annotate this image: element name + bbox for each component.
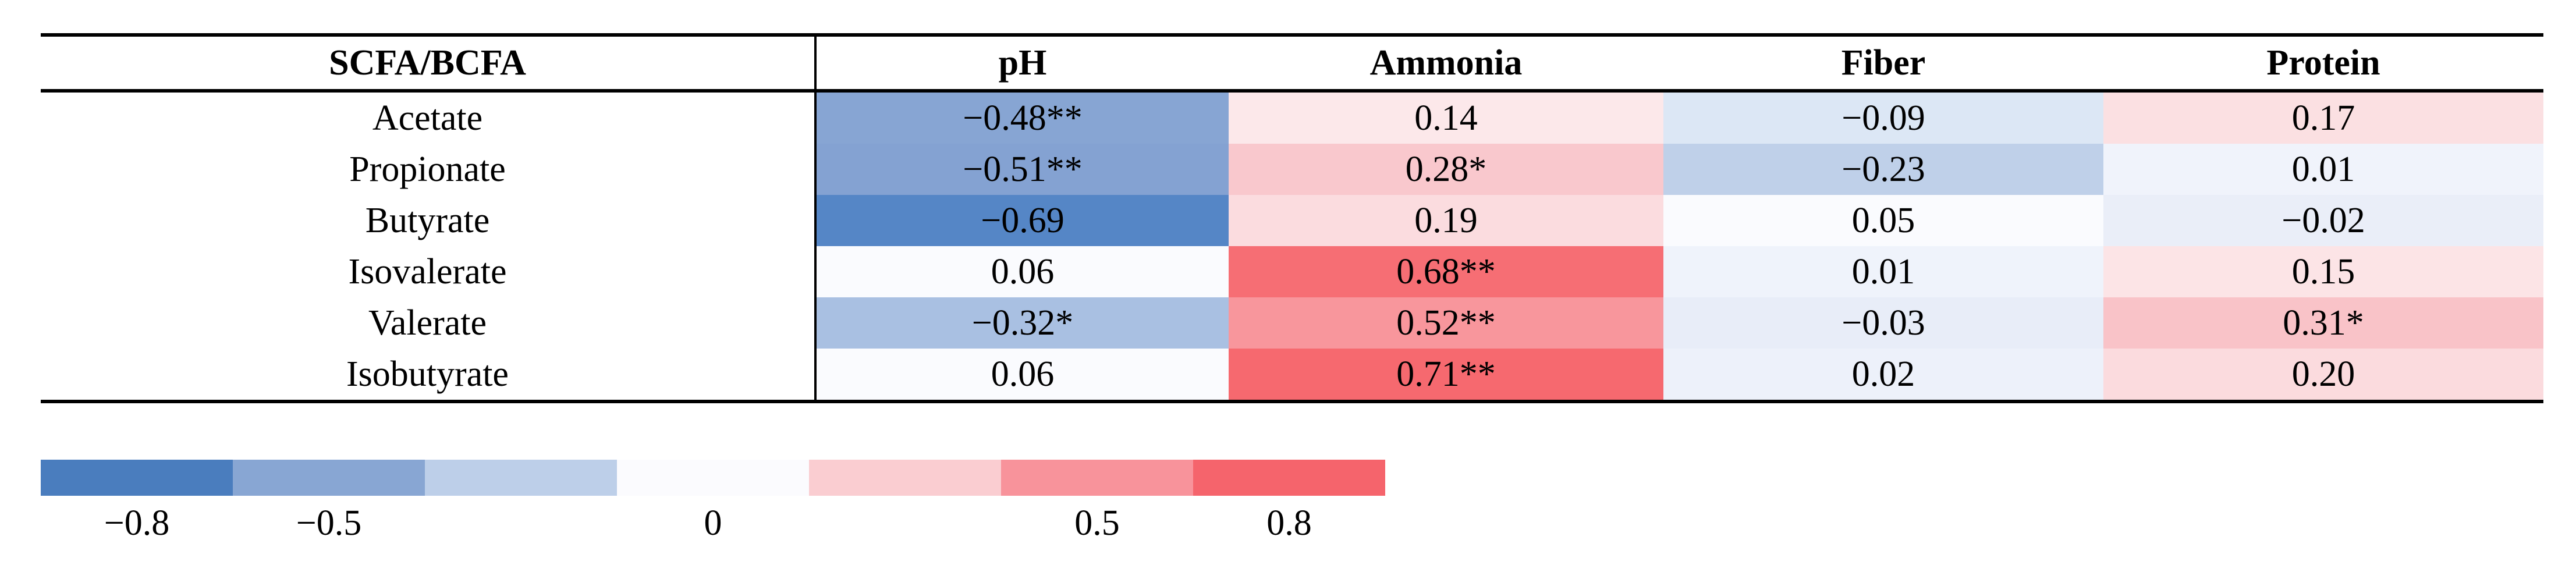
cell-acetate-ammonia: 0.14 [1229,93,1663,144]
cell-propionate-fiber: −0.23 [1663,144,2103,195]
cell-propionate-ammonia: 0.28* [1229,144,1663,195]
table-row-isobutyrate: Isobutyrate 0.06 0.71** 0.02 0.20 [41,349,2543,400]
column-header-ph: pH [998,43,1047,83]
cell-isovalerate-fiber: 0.01 [1663,246,2103,297]
row-label-valerate: Valerate [41,297,817,349]
cell-propionate-ph: −0.51** [817,144,1229,195]
column-header-fiber: Fiber [1841,43,1926,83]
table-row-valerate: Valerate −0.32* 0.52** −0.03 0.31* [41,297,2543,349]
legend-color-block-7 [1193,460,1385,496]
cell-isobutyrate-ammonia: 0.71** [1229,349,1663,400]
cell-butyrate-ph: −0.69 [817,195,1229,246]
legend-color-block-5 [809,460,1001,496]
cell-butyrate-ammonia: 0.19 [1229,195,1663,246]
table-header-row: SCFA/BCFA pH Ammonia Fiber Protein [41,37,2543,93]
cell-isovalerate-ph: 0.06 [817,246,1229,297]
legend-tick-label: 0.8 [1266,503,1312,543]
cell-isobutyrate-fiber: 0.02 [1663,349,2103,400]
row-label-acetate: Acetate [41,93,817,144]
legend-color-block-4 [617,460,809,496]
legend-color-block-6 [1001,460,1193,496]
cell-isovalerate-ammonia: 0.68** [1229,246,1663,297]
legend-color-block-1 [41,460,233,496]
cell-isobutyrate-ph: 0.06 [817,349,1229,400]
cell-propionate-protein: 0.01 [2103,144,2543,195]
cell-acetate-fiber: −0.09 [1663,93,2103,144]
row-label-isobutyrate: Isobutyrate [41,349,817,400]
legend-tick-label: 0 [704,503,722,543]
column-header-protein: Protein [2266,43,2380,83]
cell-valerate-protein: 0.31* [2103,297,2543,349]
row-label-propionate: Propionate [41,144,817,195]
legend-tick-label: −0.8 [104,503,170,543]
row-label-isovalerate: Isovalerate [41,246,817,297]
cell-valerate-ammonia: 0.52** [1229,297,1663,349]
legend-tick-label: 0.5 [1074,503,1120,543]
table-row-acetate: Acetate −0.48** 0.14 −0.09 0.17 [41,93,2543,144]
cell-valerate-ph: −0.32* [817,297,1229,349]
legend-tick-label: −0.5 [296,503,362,543]
table-row-isovalerate: Isovalerate 0.06 0.68** 0.01 0.15 [41,246,2543,297]
table-row-propionate: Propionate −0.51** 0.28* −0.23 0.01 [41,144,2543,195]
table-row-butyrate: Butyrate −0.69 0.19 0.05 −0.02 [41,195,2543,246]
column-header-scfa-bcfa: SCFA/BCFA [41,37,817,89]
color-scale-legend-bar [41,460,1385,496]
column-header-ammonia: Ammonia [1369,43,1523,83]
row-label-butyrate: Butyrate [41,195,817,246]
cell-isobutyrate-protein: 0.20 [2103,349,2543,400]
correlation-heatmap-table: SCFA/BCFA pH Ammonia Fiber Protein Aceta… [41,33,2543,403]
legend-color-block-3 [425,460,617,496]
cell-butyrate-protein: −0.02 [2103,195,2543,246]
cell-butyrate-fiber: 0.05 [1663,195,2103,246]
cell-acetate-protein: 0.17 [2103,93,2543,144]
cell-isovalerate-protein: 0.15 [2103,246,2543,297]
legend-color-block-2 [233,460,425,496]
cell-acetate-ph: −0.48** [817,93,1229,144]
cell-valerate-fiber: −0.03 [1663,297,2103,349]
